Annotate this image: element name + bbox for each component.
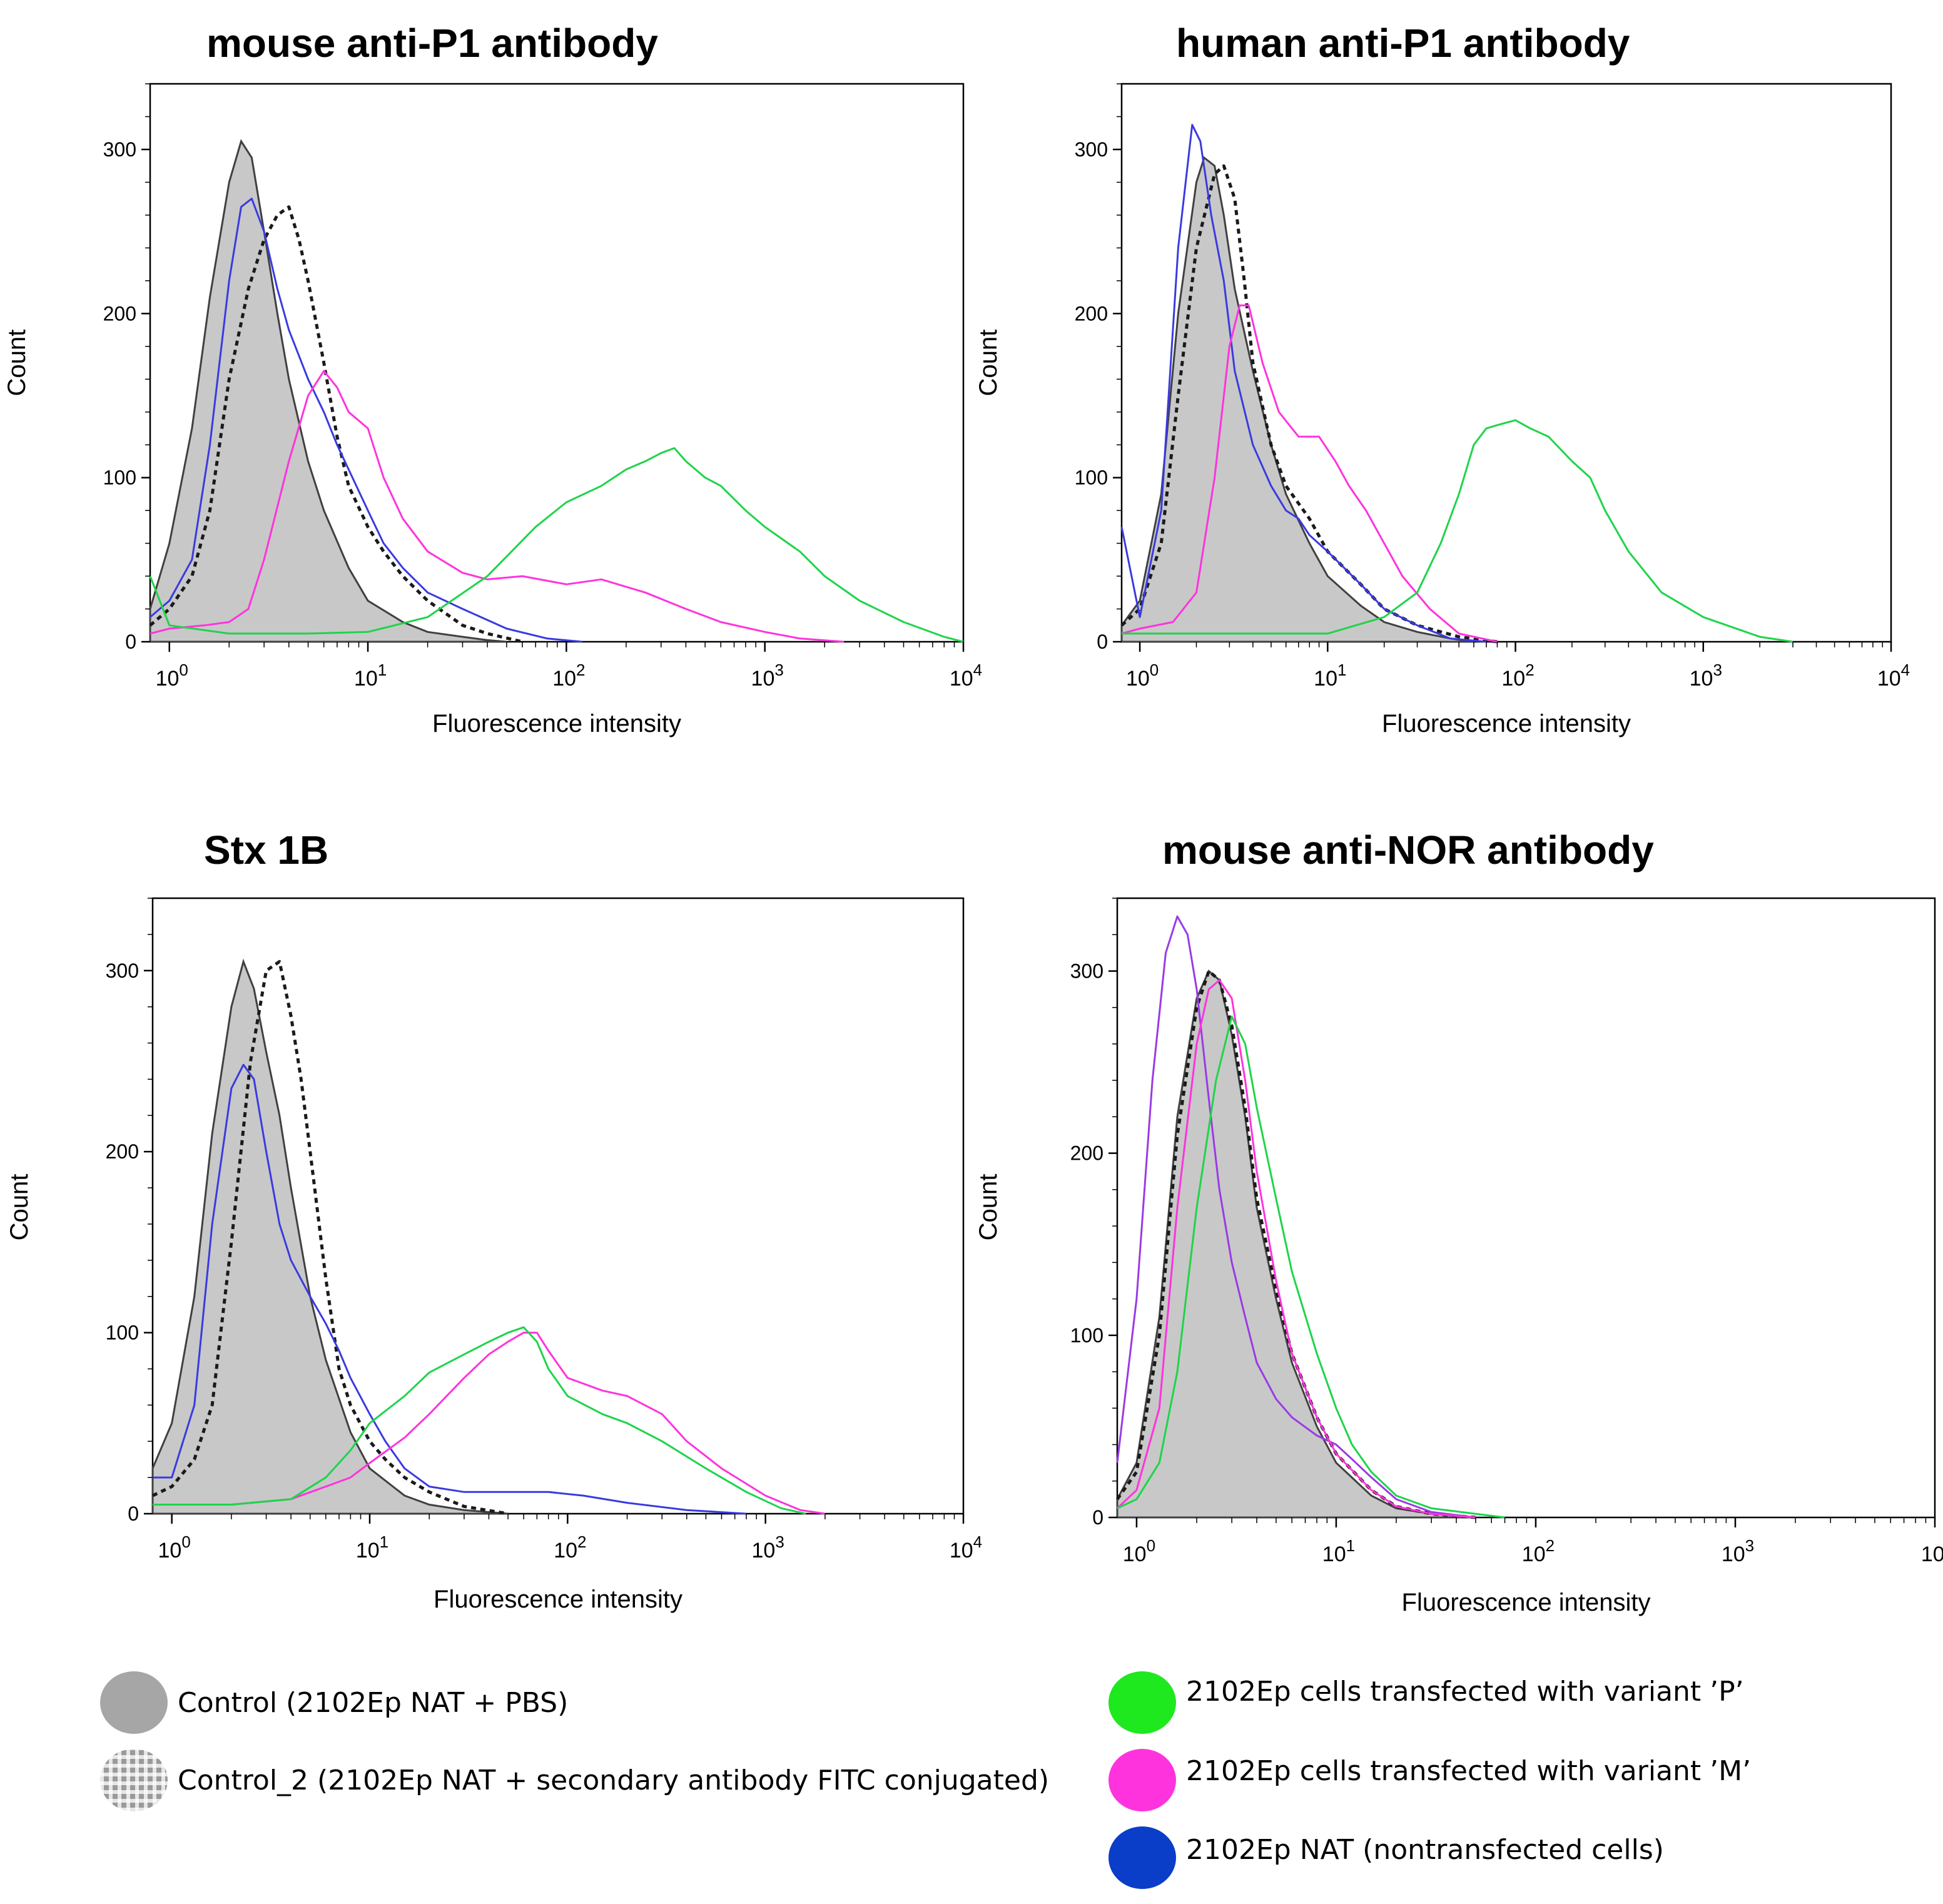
y-tick-label: 100 [1075,467,1108,489]
x-tick-label: 104 [1921,1536,1943,1566]
x-tick-label: 103 [1722,1536,1754,1566]
y-tick-label: 0 [125,630,136,653]
legend-label: 2102Ep NAT (nontransfected cells) [1186,1833,1664,1866]
chart-panel-mouse-anti-p1: mouse anti-P1 antibody 0 100 200 300 100 101 1… [0,0,982,757]
series-line-control2 [1120,164,1498,644]
series-control-fill [1116,970,1476,1519]
x-tick-label: 104 [950,1532,982,1562]
x-tick-label: 100 [1123,1536,1155,1566]
legend-item-nat: 2102Ep NAT (nontransfected cells) [1108,1826,1664,1889]
x-tick-label: 103 [751,661,784,691]
series-line-nat [1120,124,1487,643]
x-tick-label: 103 [1690,661,1722,691]
series-line-nat_purple [1116,915,1476,1519]
series-line-variant_P [1117,1015,1505,1519]
y-tick-label: 300 [103,138,136,161]
legend-swatch-nat [1108,1826,1176,1889]
legend-swatch-variant-p [1108,1671,1176,1734]
x-tick-label: 102 [1501,661,1534,691]
x-tick-label: 103 [752,1532,784,1562]
legend-label: 2102Ep cells transfected with variant ’P… [1186,1675,1744,1708]
legend-label: 2102Ep cells transfected with variant ’M… [1186,1755,1752,1787]
chart-panel-human-anti-p1: human anti-P1 antibody 0 100 200 300 100 101 1… [971,0,1943,757]
legend-swatch-control [100,1671,168,1734]
y-tick-label: 300 [1075,138,1108,161]
x-tick-label: 104 [1877,661,1910,691]
y-axis-label: Count [975,330,1002,397]
y-tick-label: 100 [1070,1324,1103,1347]
x-axis-label: Fluorescence intensity [434,1586,682,1613]
y-tick-label: 0 [128,1502,139,1525]
series-line-variant_M [1116,979,1476,1519]
histogram-chart: 0 100 200 300 100 101 102 103 104 Fluorescence in… [975,83,1910,737]
chart-title: Stx 1B [204,828,329,873]
series-line-variant_M [1121,304,1498,643]
x-tick-label: 101 [1322,1536,1355,1566]
x-axis-label: Fluorescence intensity [1382,710,1631,737]
legend-label: Control (2102Ep NAT + PBS) [178,1686,569,1719]
series-control-fill [149,139,507,643]
series-line-variant_P [149,447,964,643]
x-tick-label: 100 [1126,661,1159,691]
x-tick-label: 102 [1522,1536,1555,1566]
chart-panel-stx-1b: Stx 1B 0 100 200 300 100 101 102 103 104 Fluoresc… [0,807,982,1633]
legend-item-control-2: Control_2 (2102Ep NAT + secondary antibo… [100,1749,1049,1811]
series-line-variant_M [150,370,845,643]
series-line-control2 [149,205,523,644]
legend-swatch-variant-m [1108,1749,1176,1811]
y-tick-label: 200 [106,1140,139,1163]
y-axis-label: Count [6,1174,33,1241]
y-tick-label: 200 [103,302,136,325]
x-tick-label: 100 [156,661,188,691]
x-tick-label: 101 [356,1532,388,1562]
y-tick-label: 0 [1092,1506,1103,1529]
series-line-variant_M [153,1332,826,1515]
y-axis-label: Count [975,1174,1002,1241]
series-line-control2 [151,960,509,1516]
legend-item-variant-p: 2102Ep cells transfected with variant ’P… [1108,1671,1744,1734]
chart-title: human anti-P1 antibody [1176,21,1630,66]
series-control-fill [151,958,509,1515]
y-tick-label: 200 [1075,302,1108,325]
x-tick-label: 104 [950,661,982,691]
x-tick-label: 100 [158,1532,191,1562]
histogram-chart: 0 100 200 300 100 101 102 103 104 Fluorescence in… [3,83,982,737]
legend-item-variant-m: 2102Ep cells transfected with variant ’M… [1108,1749,1751,1811]
chart-panel-mouse-anti-nor: mouse anti-NOR antibody 0 100 200 300 100 101… [971,807,1943,1633]
y-axis-label: Count [3,330,31,397]
series-line-variant_P [153,1326,806,1515]
chart-title: mouse anti-NOR antibody [1162,828,1654,873]
x-axis-label: Fluorescence intensity [1402,1589,1651,1616]
x-tick-label: 101 [1314,661,1346,691]
y-tick-label: 300 [1070,960,1103,982]
legend-swatch-control-2 [100,1749,168,1811]
legend-item-control: Control (2102Ep NAT + PBS) [100,1671,568,1734]
y-tick-label: 300 [106,960,139,982]
histogram-chart: 0 100 200 300 100 101 102 103 104 Fluorescence in… [975,897,1943,1616]
x-tick-label: 102 [554,1532,586,1562]
x-axis-label: Fluorescence intensity [432,710,681,737]
y-tick-label: 100 [103,467,136,489]
y-tick-label: 200 [1070,1142,1103,1165]
legend-label: Control_2 (2102Ep NAT + secondary antibo… [178,1764,1050,1796]
x-tick-label: 102 [552,661,585,691]
series-line-variant_P [1122,419,1793,643]
series-line-nat [153,1063,747,1515]
series-line-nat [150,198,582,643]
histogram-chart: 0 100 200 300 100 101 102 103 104 Fluorescence in… [6,897,982,1613]
y-tick-label: 100 [106,1322,139,1344]
chart-title: mouse anti-P1 antibody [206,21,658,66]
y-tick-label: 0 [1097,630,1108,653]
x-tick-label: 101 [354,661,387,691]
